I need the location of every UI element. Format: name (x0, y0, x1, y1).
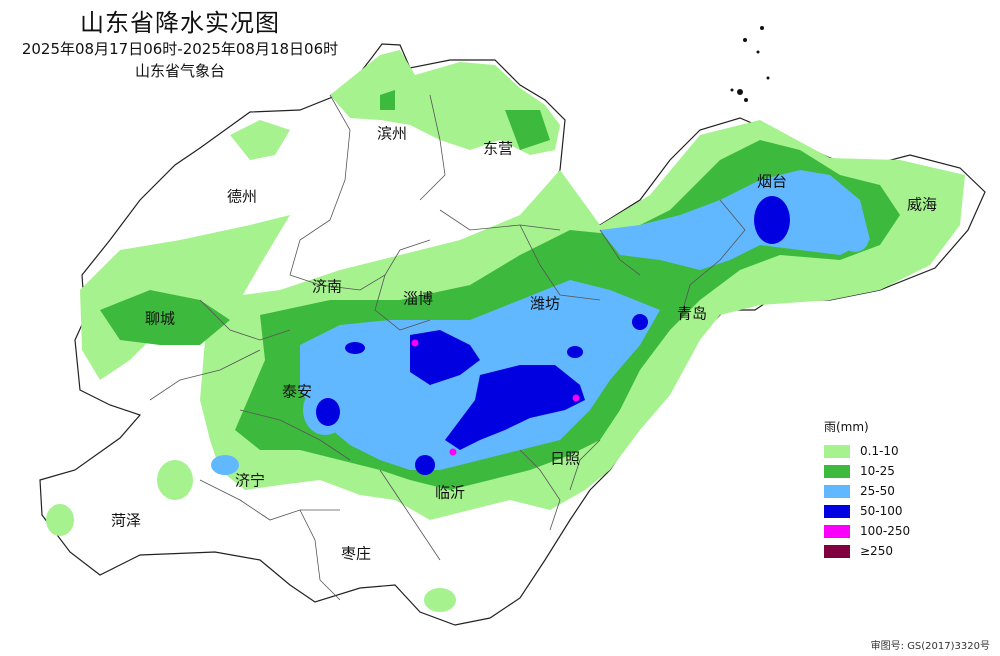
map-header: 山东省降水实况图 2025年08月17日06时-2025年08月18日06时 山… (0, 8, 360, 82)
legend-swatch (824, 524, 850, 538)
legend-label: 10-25 (860, 464, 895, 478)
city-label-zaozhuang: 枣庄 (340, 544, 372, 563)
legend-item: 100-250 (824, 521, 994, 541)
legend-label: ≥250 (860, 544, 893, 558)
city-label-zibo: 淄博 (402, 289, 434, 308)
agency-name: 山东省气象台 (134, 62, 225, 80)
city-label-weihai: 威海 (906, 195, 938, 214)
legend: 雨(mm) 0.1-10 10-25 25-50 50-100 100-250 … (824, 418, 994, 561)
legend-swatch (824, 544, 850, 558)
legend-item: 10-25 (824, 461, 994, 481)
city-label-liaocheng: 聊城 (144, 309, 176, 328)
legend-swatch (824, 504, 850, 518)
legend-label: 25-50 (860, 484, 895, 498)
city-label-rizhao: 日照 (549, 449, 581, 468)
city-label-taian: 泰安 (281, 382, 313, 401)
legend-item: 0.1-10 (824, 441, 994, 461)
legend-item: 50-100 (824, 501, 994, 521)
city-label-heze: 菏泽 (110, 511, 142, 530)
legend-swatch (824, 444, 850, 458)
city-label-binzhou: 滨州 (376, 124, 408, 143)
city-label-weifang: 潍坊 (529, 294, 561, 313)
time-range: 2025年08月17日06时-2025年08月18日06时 (21, 40, 339, 58)
approval-number: 审图号: GS(2017)3320号 (870, 641, 990, 652)
city-label-yantai: 烟台 (756, 172, 788, 191)
rain-layer-50-100 (316, 196, 790, 475)
legend-swatch (824, 464, 850, 478)
legend-item: ≥250 (824, 541, 994, 561)
legend-swatch (824, 484, 850, 498)
legend-label: 100-250 (860, 524, 911, 538)
city-label-qingdao: 青岛 (676, 304, 708, 323)
islands (730, 26, 770, 102)
legend-item: 25-50 (824, 481, 994, 501)
rain-layer-100-250 (411, 339, 580, 456)
map-title: 山东省降水实况图 (80, 9, 280, 37)
city-label-dezhou: 德州 (226, 187, 258, 206)
legend-label: 0.1-10 (860, 444, 899, 458)
legend-label: 50-100 (860, 504, 903, 518)
city-label-jinan: 济南 (311, 277, 343, 296)
legend-title: 雨(mm) (824, 420, 869, 434)
prefecture-boundaries (149, 94, 746, 601)
city-label-jining: 济宁 (234, 471, 266, 490)
city-label-dongying: 东营 (482, 139, 514, 158)
city-label-linyi: 临沂 (434, 483, 466, 502)
